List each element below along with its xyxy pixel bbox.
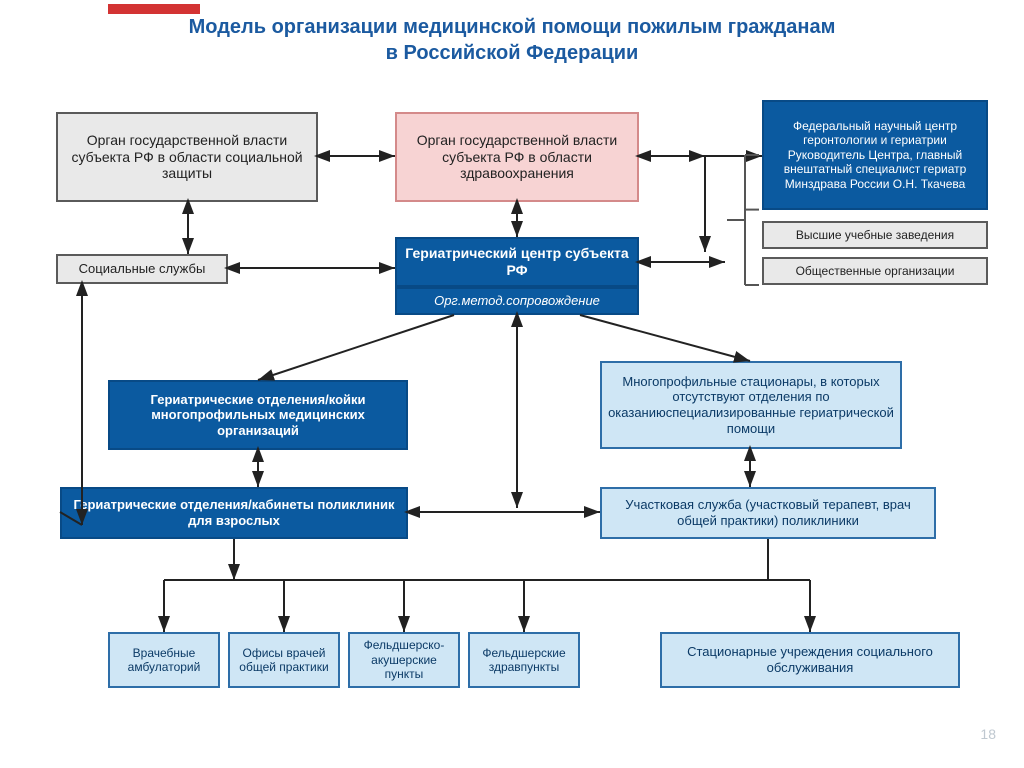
node-ger_dept: Гериатрические отделения/койки многопроф… (108, 380, 408, 450)
node-soc_serv: Социальные службы (56, 254, 228, 284)
node-ngo: Общественные организации (762, 257, 988, 285)
red-accent-bar (108, 4, 200, 14)
node-gp_office: Офисы врачей общей практики (228, 632, 340, 688)
title-line-1: Модель организации медицинской помощи по… (0, 16, 1024, 39)
node-ger_cab: Гериатрические отделения/кабинеты поликл… (60, 487, 408, 539)
title-line-2: в Российской Федерации (0, 42, 1024, 65)
node-fap: Фельдшерско-акушерские пункты (348, 632, 460, 688)
node-soc_prot: Орган государственной власти субъекта РФ… (56, 112, 318, 202)
page-number: 18 (980, 726, 996, 742)
node-univ: Высшие учебные заведения (762, 221, 988, 249)
node-fed_center: Федеральный научный центр геронтологии и… (762, 100, 988, 210)
node-health: Орган государственной власти субъекта РФ… (395, 112, 639, 202)
node-soc_inst: Стационарные учреждения социального обсл… (660, 632, 960, 688)
node-feld: Фельдшерские здравпункты (468, 632, 580, 688)
node-amb: Врачебные амбулаторий (108, 632, 220, 688)
node-ger_center: Гериатрический центр субъекта РФ (395, 237, 639, 287)
node-district: Участковая служба (участковый терапевт, … (600, 487, 936, 539)
node-org_method: Орг.метод.сопровождение (395, 287, 639, 315)
node-multi_hosp: Многопрофильные стационары, в которых от… (600, 361, 902, 449)
